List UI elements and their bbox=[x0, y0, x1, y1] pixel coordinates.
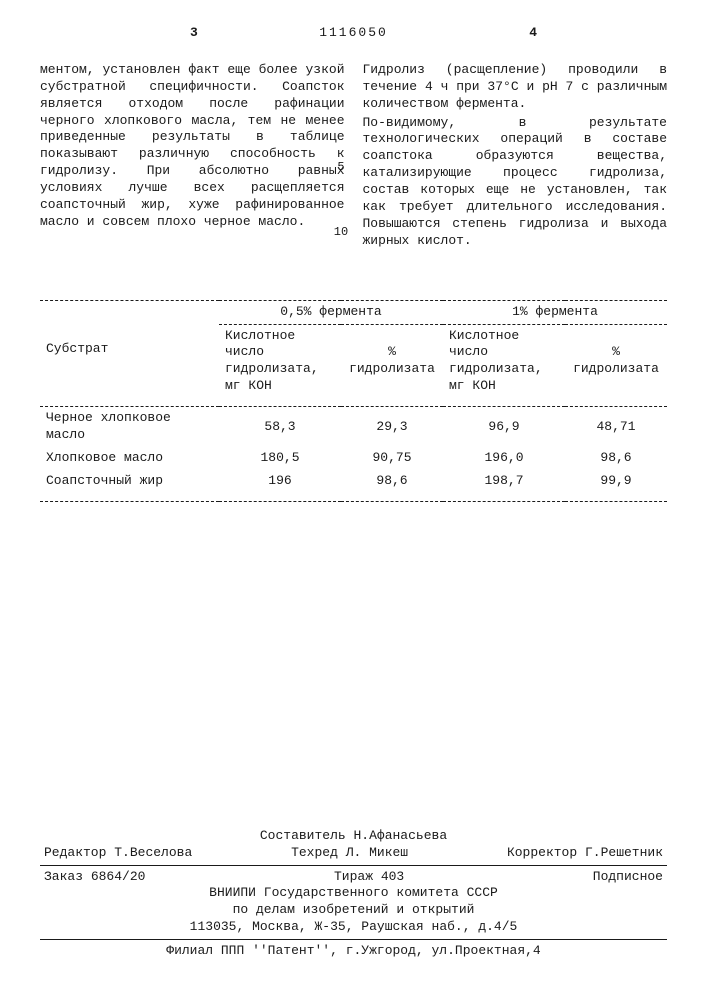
editor-label: Редактор bbox=[44, 845, 106, 860]
cell-p1: 48,71 bbox=[565, 407, 667, 447]
cell-a05: 196 bbox=[219, 470, 341, 493]
org-line2: по делам изобретений и открытий bbox=[40, 902, 667, 919]
cell-a05: 180,5 bbox=[219, 447, 341, 470]
cell-p05: 90,75 bbox=[341, 447, 443, 470]
org-address: 113035, Москва, Ж-35, Раушская наб., д.4… bbox=[40, 919, 667, 936]
line-number-10: 10 bbox=[334, 225, 348, 241]
col-group-05: 0,5% фермента bbox=[219, 300, 443, 324]
tech-name: Л. Микеш bbox=[346, 845, 408, 860]
tirazh-label: Тираж bbox=[334, 869, 373, 884]
right-column: Гидролиз (расщепление) проводили в течен… bbox=[363, 62, 668, 252]
cell-p05: 29,3 bbox=[341, 407, 443, 447]
col-acid-05: Кислотное число гидролизата, мг КОН bbox=[219, 324, 341, 398]
col-pct-05: % гидролизата bbox=[341, 324, 443, 398]
podpisnoe: Подписное bbox=[593, 869, 663, 886]
order-number: 6864/20 bbox=[91, 869, 146, 884]
left-column-text: ментом, установлен факт еще более узкой … bbox=[40, 62, 345, 231]
cell-substrate: Соапсточный жир bbox=[40, 470, 219, 493]
compiler-label: Составитель bbox=[260, 828, 346, 843]
page-number-left: 3 bbox=[190, 25, 198, 42]
tech-label: Техред bbox=[291, 845, 338, 860]
cell-substrate: Хлопковое масло bbox=[40, 447, 219, 470]
cell-p05: 98,6 bbox=[341, 470, 443, 493]
cell-a1: 96,9 bbox=[443, 407, 565, 447]
page-number-right: 4 bbox=[529, 25, 537, 42]
compiler-name: Н.Афанасьева bbox=[354, 828, 448, 843]
col-substrate-header: Субстрат bbox=[40, 300, 219, 398]
col-pct-1: % гидролизата bbox=[565, 324, 667, 398]
document-number: 1116050 bbox=[40, 25, 667, 42]
corrector-label: Корректор bbox=[507, 845, 577, 860]
right-column-p1: Гидролиз (расщепление) проводили в течен… bbox=[363, 62, 668, 113]
cell-p1: 99,9 bbox=[565, 470, 667, 493]
tirazh-value: 403 bbox=[381, 869, 404, 884]
col-acid-1: Кислотное число гидролизата, мг КОН bbox=[443, 324, 565, 398]
cell-p1: 98,6 bbox=[565, 447, 667, 470]
order-label: Заказ bbox=[44, 869, 83, 884]
left-column: ментом, установлен факт еще более узкой … bbox=[40, 62, 345, 252]
footer: Составитель Н.Афанасьева Редактор Т.Весе… bbox=[40, 828, 667, 960]
org-line1: ВНИИПИ Государственного комитета СССР bbox=[40, 885, 667, 902]
table-row: Хлопковое масло 180,5 90,75 196,0 98,6 bbox=[40, 447, 667, 470]
table-row: Соапсточный жир 196 98,6 198,7 99,9 bbox=[40, 470, 667, 493]
col-group-1: 1% фермента bbox=[443, 300, 667, 324]
cell-a05: 58,3 bbox=[219, 407, 341, 447]
right-column-p2: По-видимому, в результате технологически… bbox=[363, 115, 668, 250]
editor-name: Т.Веселова bbox=[114, 845, 192, 860]
corrector-name: Г.Решетник bbox=[585, 845, 663, 860]
cell-a1: 196,0 bbox=[443, 447, 565, 470]
cell-substrate: Черное хлопковое масло bbox=[40, 407, 219, 447]
cell-a1: 198,7 bbox=[443, 470, 565, 493]
page-header: 3 1116050 4 bbox=[40, 25, 667, 42]
body-columns: ментом, установлен факт еще более узкой … bbox=[40, 62, 667, 252]
results-table: Субстрат 0,5% фермента 1% фермента Кисло… bbox=[40, 292, 667, 502]
table-row: Черное хлопковое масло 58,3 29,3 96,9 48… bbox=[40, 407, 667, 447]
filial-line: Филиал ППП ''Патент'', г.Ужгород, ул.Про… bbox=[40, 943, 667, 960]
line-number-5: 5 bbox=[337, 160, 344, 176]
